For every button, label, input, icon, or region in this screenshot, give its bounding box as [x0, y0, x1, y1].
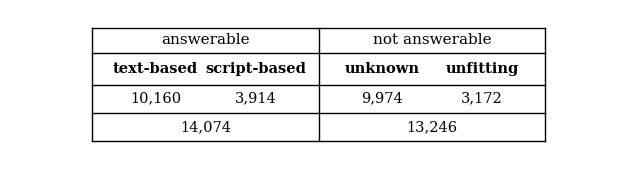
Text: script-based: script-based [205, 62, 306, 76]
Text: 14,074: 14,074 [180, 120, 231, 134]
Text: 3,172: 3,172 [461, 92, 503, 106]
Text: 3,914: 3,914 [234, 92, 276, 106]
Text: 13,246: 13,246 [407, 120, 458, 134]
Text: text-based: text-based [113, 62, 198, 76]
Text: unfitting: unfitting [445, 62, 519, 76]
Text: answerable: answerable [161, 33, 250, 47]
Text: unknown: unknown [345, 62, 420, 76]
Text: 10,160: 10,160 [130, 92, 181, 106]
Text: not answerable: not answerable [373, 33, 491, 47]
Text: 9,974: 9,974 [361, 92, 403, 106]
